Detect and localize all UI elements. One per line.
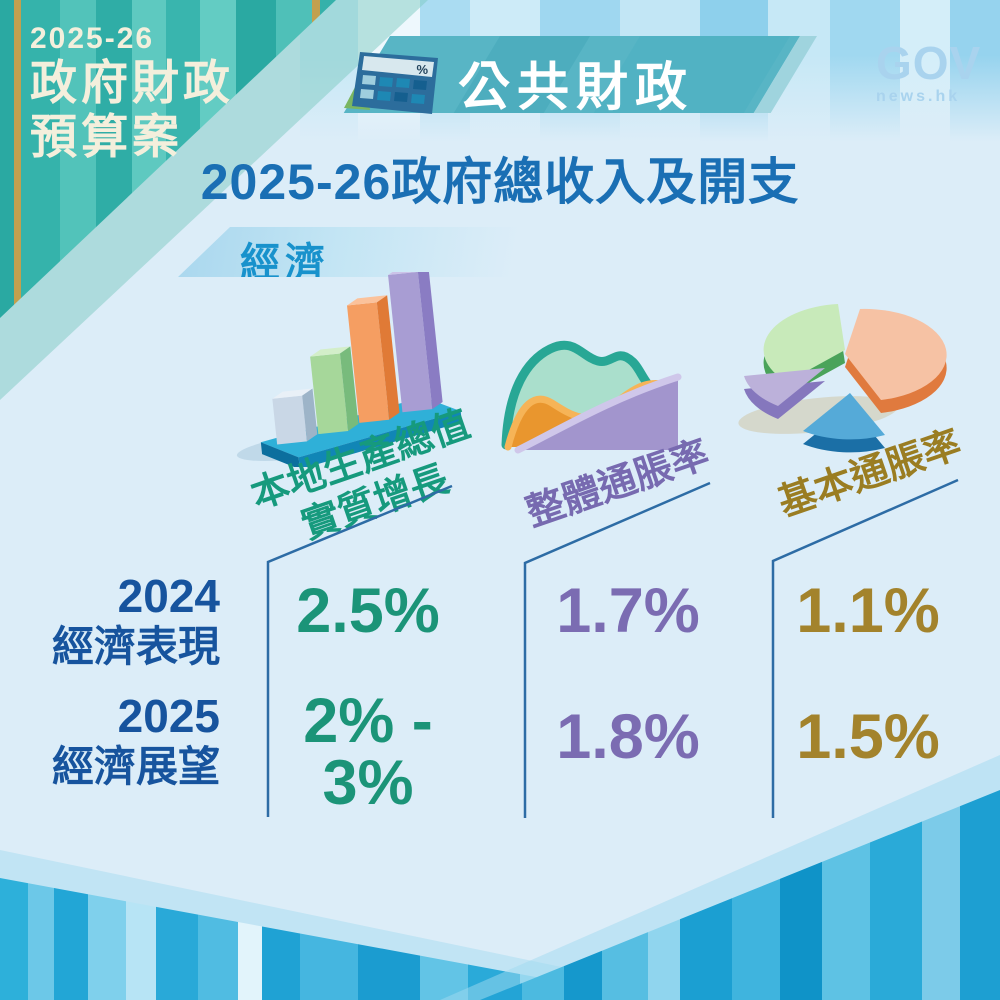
row-header-2024: 2024 經濟表現 (28, 570, 220, 672)
value-line: 1.5% (796, 702, 940, 772)
value-line: 1.7% (556, 576, 700, 646)
area-chart-3d-icon (501, 340, 682, 454)
value-underlying-inflation-2024: 1.1% (748, 576, 988, 646)
budget-masthead: 2025-26 政府財政 預算案 (30, 22, 234, 164)
value-gdp-2024: 2.5% (248, 576, 488, 646)
section-tab-economy: 經濟 (178, 227, 530, 277)
page-title: 2025-26政府總收入及開支 (200, 154, 800, 210)
topic-banner: % 公共財政 (336, 36, 817, 117)
bottom-right-wedge (480, 790, 1000, 1000)
masthead-title-line2: 預算案 (30, 110, 183, 164)
pie-chart-3d-icon (744, 304, 947, 453)
value-gdp-2025: 2% - 3% (248, 686, 488, 818)
row-label-text: 經濟展望 (51, 743, 220, 790)
bar-chart-3d-icon (260, 272, 462, 467)
masthead-title-line1: 政府財政 (30, 56, 234, 109)
value-headline-inflation-2025: 1.8% (508, 702, 748, 772)
row-year: 2025 (117, 690, 220, 742)
masthead-year: 2025-26 (30, 22, 155, 55)
row-year: 2024 (117, 570, 220, 622)
row-header-2025: 2025 經濟展望 (28, 690, 220, 792)
value-line: 2% - (303, 686, 433, 756)
svg-text:%: % (416, 62, 428, 77)
value-headline-inflation-2024: 1.7% (508, 576, 748, 646)
value-line: 3% (322, 748, 414, 818)
govnews-logo-news: news.hk (876, 88, 961, 105)
value-line: 1.1% (796, 576, 940, 646)
topic-banner-label: 公共財政 (457, 59, 694, 117)
govnews-logo: GOV news.hk (876, 40, 981, 105)
govnews-logo-gov: GOV (876, 37, 982, 89)
row-label-text: 經濟表現 (51, 623, 220, 670)
calculator-icon: % (344, 52, 438, 114)
value-underlying-inflation-2025: 1.5% (748, 702, 988, 772)
value-line: 2.5% (296, 576, 440, 646)
value-line: 1.8% (556, 702, 700, 772)
section-tab-label: 經濟 (240, 241, 330, 285)
